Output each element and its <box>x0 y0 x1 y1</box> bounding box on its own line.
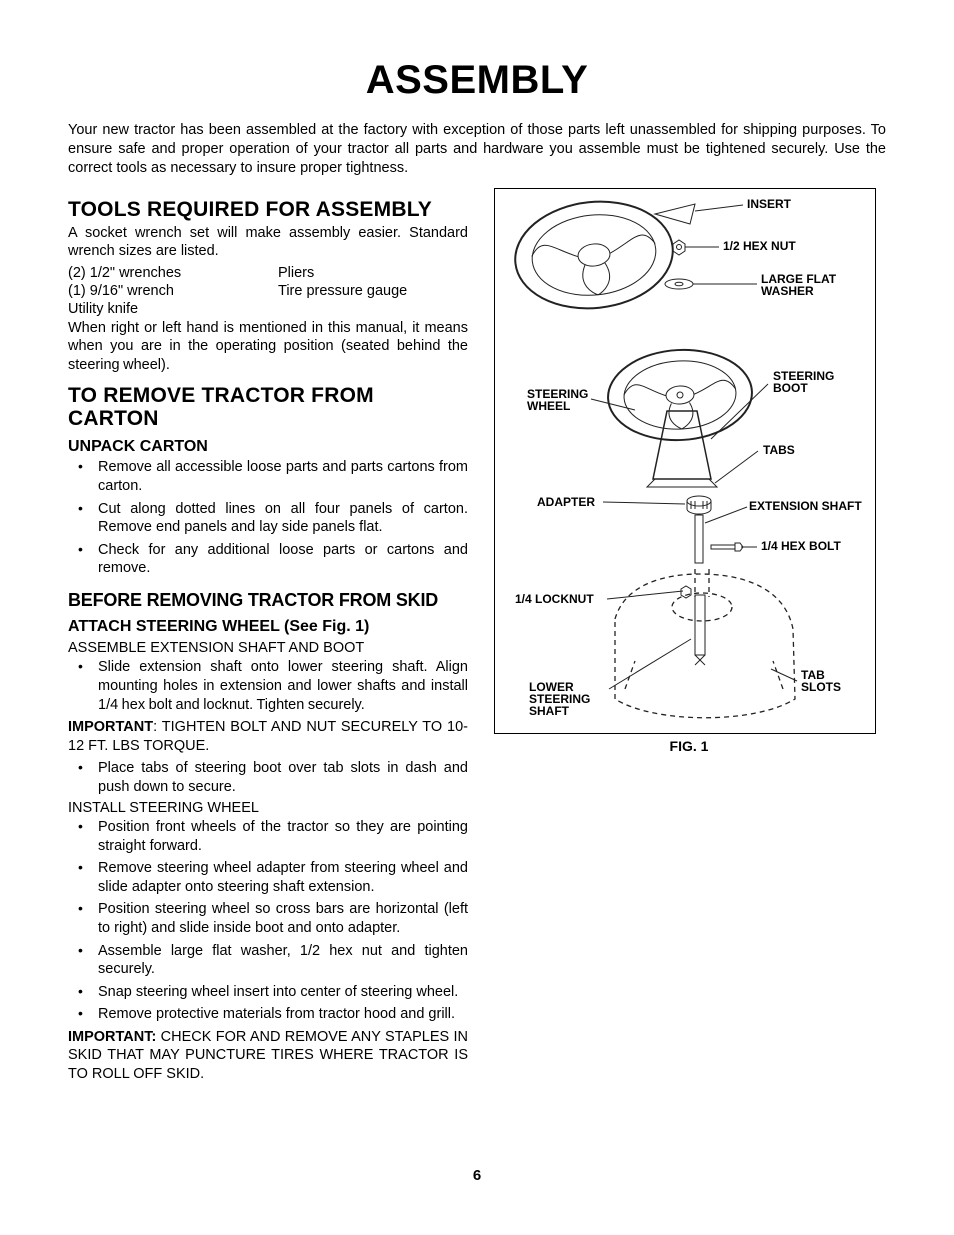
important-label: IMPORTANT: <box>68 1029 156 1045</box>
label-tabs: TABS <box>763 444 795 457</box>
assemble-list: Slide extension shaft onto lower steerin… <box>68 658 468 714</box>
install-list: Position front wheels of the tractor so … <box>68 818 468 1023</box>
label-hex-bolt: 1/4 HEX BOLT <box>761 540 841 553</box>
figure-box: INSERT 1/2 HEX NUT LARGE FLAT WASHER STE… <box>494 188 876 734</box>
label-adapter: ADAPTER <box>537 496 595 509</box>
list-item: Remove protective materials from tractor… <box>68 1005 468 1024</box>
tool-cell: Utility knife <box>68 301 278 317</box>
before-heading: BEFORE REMOVING TRACTOR FROM SKID <box>68 590 468 611</box>
left-column: TOOLS REQUIRED FOR ASSEMBLY A socket wre… <box>68 188 468 1088</box>
steering-diagram-svg <box>495 189 876 734</box>
list-item: Assemble large flat washer, 1/2 hex nut … <box>68 942 468 979</box>
label-extension-shaft: EXTENSION SHAFT <box>749 500 862 513</box>
attach-subheading: ATTACH STEERING WHEEL (See Fig. 1) <box>68 618 468 636</box>
remove-heading: TO REMOVE TRACTOR FROM CARTON <box>68 384 468 430</box>
label-insert: INSERT <box>747 198 791 211</box>
tool-cell: (1) 9/16" wrench <box>68 283 278 299</box>
label-washer-2: WASHER <box>761 285 814 298</box>
label-tab-slots-2: SLOTS <box>801 681 841 694</box>
list-item: Slide extension shaft onto lower steerin… <box>68 658 468 714</box>
assemble-caps: ASSEMBLE EXTENSION SHAFT AND BOOT <box>68 640 468 656</box>
list-item: Cut along dotted lines on all four panel… <box>68 500 468 537</box>
list-item: Position steering wheel so cross bars ar… <box>68 900 468 937</box>
tools-lead: A socket wrench set will make assembly e… <box>68 224 468 261</box>
two-column-layout: TOOLS REQUIRED FOR ASSEMBLY A socket wre… <box>68 188 886 1088</box>
hand-note: When right or left hand is mentioned in … <box>68 319 468 375</box>
list-item: Snap steering wheel insert into center o… <box>68 983 468 1002</box>
page-number: 6 <box>68 1167 886 1184</box>
important-label: IMPORTANT <box>68 719 153 735</box>
list-item: Check for any additional loose parts or … <box>68 541 468 578</box>
right-column: INSERT 1/2 HEX NUT LARGE FLAT WASHER STE… <box>492 188 886 754</box>
tool-cell: Tire pressure gauge <box>278 283 407 299</box>
page: ASSEMBLY Your new tractor has been assem… <box>0 0 954 1224</box>
tool-row: Utility knife <box>68 301 468 317</box>
label-hexnut: 1/2 HEX NUT <box>723 240 796 253</box>
list-item: Remove steering wheel adapter from steer… <box>68 859 468 896</box>
unpack-list: Remove all accessible loose parts and pa… <box>68 458 468 577</box>
list-item: Position front wheels of the tractor so … <box>68 818 468 855</box>
important-note: IMPORTANT: TIGHTEN BOLT AND NUT SECURELY… <box>68 718 468 755</box>
page-title: ASSEMBLY <box>68 58 886 103</box>
label-locknut: 1/4 LOCKNUT <box>515 593 594 606</box>
tabs-list: Place tabs of steering boot over tab slo… <box>68 759 468 796</box>
tool-cell: Pliers <box>278 265 314 281</box>
important-note: IMPORTANT: CHECK FOR AND REMOVE ANY STAP… <box>68 1028 468 1084</box>
figure-caption: FIG. 1 <box>492 738 886 754</box>
tool-row: (2) 1/2" wrenches Pliers <box>68 265 468 281</box>
intro-paragraph: Your new tractor has been assembled at t… <box>68 121 886 178</box>
list-item: Place tabs of steering boot over tab slo… <box>68 759 468 796</box>
tools-heading: TOOLS REQUIRED FOR ASSEMBLY <box>68 198 468 222</box>
label-boot-2: BOOT <box>773 382 808 395</box>
tool-row: (1) 9/16" wrench Tire pressure gauge <box>68 283 468 299</box>
unpack-subheading: UNPACK CARTON <box>68 438 468 456</box>
list-item: Remove all accessible loose parts and pa… <box>68 458 468 495</box>
install-caps: INSTALL STEERING WHEEL <box>68 800 468 816</box>
tool-cell: (2) 1/2" wrenches <box>68 265 278 281</box>
label-lower-3: SHAFT <box>529 705 569 718</box>
label-steering-wheel-2: WHEEL <box>527 400 570 413</box>
